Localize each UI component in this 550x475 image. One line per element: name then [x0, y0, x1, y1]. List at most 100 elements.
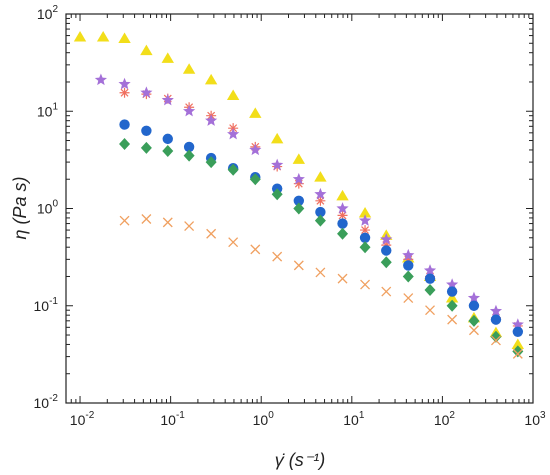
diamond-marker — [468, 314, 480, 327]
triangle-marker — [140, 44, 153, 56]
star-marker — [183, 104, 196, 117]
star-marker — [205, 114, 218, 126]
y-tick-label: 101 — [37, 101, 59, 119]
asterisk-marker — [381, 240, 392, 251]
diamond-marker — [140, 141, 152, 154]
cross-marker — [184, 221, 195, 232]
star-marker — [380, 233, 393, 245]
star-marker — [249, 143, 262, 156]
diamond-marker — [446, 299, 458, 312]
cross-marker — [250, 244, 261, 255]
triangle-marker — [270, 132, 284, 144]
circle-marker — [141, 125, 152, 136]
diamond-marker — [512, 345, 524, 358]
cross-marker — [512, 348, 523, 359]
circle-marker — [359, 232, 371, 243]
cross-marker — [447, 314, 458, 325]
x-tick-label: 10-2 — [70, 410, 95, 428]
asterisk-marker — [293, 178, 304, 189]
cross-marker — [360, 279, 371, 290]
data-markers — [73, 31, 525, 359]
tick-labels: 10-2 10-1 100 101 102 103 10-2 10-1 100 101 102 — [34, 4, 546, 428]
star-marker — [94, 73, 107, 86]
y-axis-label: η (Pa s) — [10, 177, 30, 240]
diamond-marker — [271, 188, 283, 201]
circle-marker — [512, 326, 524, 337]
diamond-marker — [227, 163, 239, 176]
circle-marker — [446, 286, 458, 297]
star-marker — [118, 77, 131, 90]
cross-marker — [119, 215, 130, 226]
diamond-marker — [359, 241, 371, 254]
star-marker — [511, 318, 524, 330]
circle-marker — [468, 300, 480, 311]
circle-marker — [424, 273, 436, 284]
cross-marker — [228, 237, 239, 248]
triangle-marker — [226, 89, 240, 101]
cross-marker — [293, 260, 304, 271]
diamond-marker — [249, 173, 261, 186]
diamond-marker — [402, 270, 414, 283]
star-marker — [271, 158, 284, 171]
asterisk-marker — [315, 195, 326, 206]
triangle-marker — [73, 31, 87, 42]
circle-marker — [315, 206, 326, 218]
cross-marker — [272, 251, 283, 262]
triangle-marker — [118, 32, 131, 43]
triangle-marker — [358, 206, 372, 218]
asterisk-marker — [337, 210, 348, 221]
cross-marker — [490, 335, 501, 346]
triangle-marker — [336, 189, 349, 201]
diamond-marker — [490, 330, 502, 343]
star-marker — [314, 187, 327, 200]
x-tick-label: 101 — [343, 410, 365, 428]
circle-marker — [490, 314, 502, 325]
star-marker — [292, 172, 305, 185]
y-tick-label: 102 — [37, 4, 59, 22]
diamond-marker — [183, 149, 195, 162]
cross-marker — [337, 273, 348, 284]
cross-marker — [469, 325, 479, 336]
asterisk-marker — [403, 254, 414, 265]
circle-marker — [293, 195, 305, 206]
triangle-marker — [314, 171, 327, 182]
diamond-marker — [293, 202, 305, 215]
star-marker — [336, 202, 349, 214]
x-tick-label: 10-1 — [160, 410, 185, 428]
circle-marker — [119, 119, 130, 130]
y-tick-label: 10-1 — [34, 296, 59, 314]
x-axis-label: γ̇ (s⁻¹) — [275, 450, 325, 470]
asterisk-marker — [119, 87, 130, 98]
triangle-marker — [445, 292, 459, 303]
cross-marker — [315, 267, 326, 278]
star-marker — [423, 264, 437, 276]
cross-marker — [206, 228, 217, 239]
asterisk-marker — [360, 225, 371, 236]
triangle-marker — [96, 31, 110, 42]
diamond-marker — [337, 227, 349, 240]
x-tick-label: 100 — [253, 410, 275, 428]
star-marker — [358, 214, 372, 226]
x-tick-label: 102 — [434, 410, 456, 428]
cross-marker — [141, 214, 152, 224]
star-marker — [489, 304, 503, 317]
cross-marker — [425, 305, 435, 316]
star-marker — [140, 86, 153, 98]
star-marker — [446, 278, 459, 290]
circle-marker — [381, 245, 392, 256]
star-marker — [227, 127, 240, 140]
diamond-marker — [162, 145, 174, 158]
star-marker — [467, 291, 481, 304]
circle-marker — [337, 218, 348, 229]
y-tick-label: 10-2 — [34, 393, 59, 411]
cross-marker — [162, 217, 173, 228]
cross-marker — [403, 293, 414, 304]
cross-marker — [381, 286, 392, 297]
star-marker — [402, 248, 415, 261]
axis-ticks — [65, 13, 534, 404]
y-tick-label: 100 — [37, 199, 59, 217]
diamond-marker — [424, 284, 436, 297]
x-tick-label: 103 — [524, 410, 546, 428]
diamond-marker — [314, 214, 326, 227]
